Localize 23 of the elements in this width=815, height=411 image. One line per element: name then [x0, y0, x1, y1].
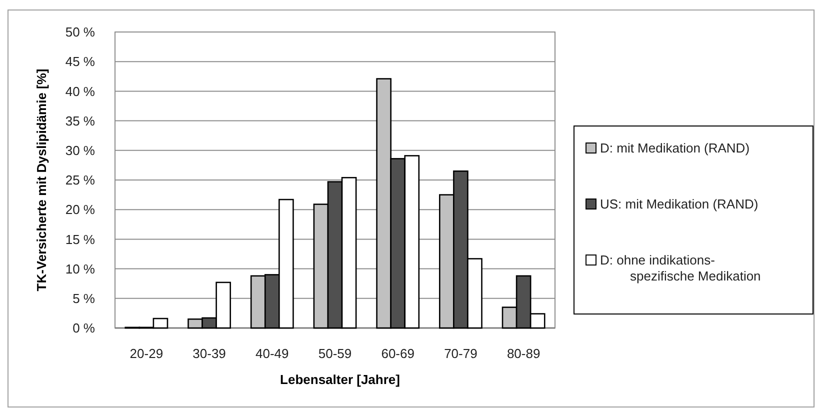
y-tick-label: 35 % [65, 113, 96, 128]
x-tick-label: 40-49 [256, 346, 289, 361]
y-axis-title: TK-Versicherte mit Dyslipidämie [%] [34, 68, 49, 292]
legend-label: D: ohne indikations-spezifische Medikation [600, 252, 761, 284]
y-tick-label: 50 % [65, 24, 96, 40]
x-tick-label: 50-59 [318, 346, 352, 361]
legend-label: D: mit Medikation (RAND) [600, 140, 750, 156]
x-tick-label: 30-39 [192, 346, 226, 361]
y-tick-label: 10 % [65, 261, 96, 276]
legend-label: US: mit Medikation (RAND) [600, 196, 758, 212]
x-axis-title: Lebensalter [Jahre] [280, 372, 400, 387]
x-tick-label: 70-79 [444, 346, 478, 361]
x-tick-label: 20-29 [130, 346, 164, 361]
y-tick-label: 25 % [65, 172, 96, 188]
y-tick-label: 0 % [72, 320, 96, 336]
y-tick-label: 40 % [65, 84, 96, 99]
y-tick-label: 45 % [65, 54, 96, 70]
x-tick-label: 80-89 [506, 346, 540, 361]
y-tick-label: 30 % [65, 142, 96, 158]
y-tick-label: 15 % [65, 232, 96, 247]
x-tick-label: 60-69 [381, 346, 414, 361]
y-tick-label: 20 % [65, 202, 96, 218]
y-tick-label: 5 % [72, 290, 96, 306]
